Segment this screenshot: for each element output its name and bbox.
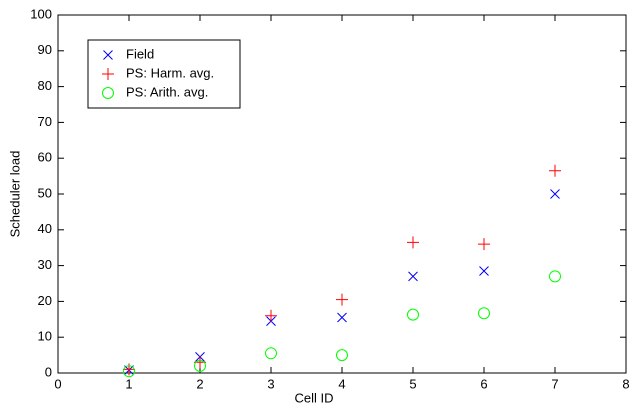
- x-tick-label: 5: [409, 376, 416, 391]
- y-tick-label: 100: [30, 6, 52, 21]
- marker: [549, 270, 561, 283]
- y-tick-label: 90: [38, 42, 52, 57]
- y-tick-label: 60: [38, 150, 52, 165]
- legend-label: Field: [126, 46, 154, 61]
- y-axis-label: Scheduler load: [7, 151, 22, 238]
- marker: [194, 359, 206, 372]
- x-tick-label: 1: [125, 376, 132, 391]
- legend-marker: [103, 50, 113, 60]
- marker: [337, 312, 347, 323]
- marker: [265, 309, 277, 322]
- y-tick-label: 40: [38, 221, 52, 236]
- marker: [336, 293, 348, 306]
- x-tick-label: 0: [54, 376, 61, 391]
- y-tick-label: 10: [38, 329, 52, 344]
- marker: [407, 308, 419, 321]
- x-tick-label: 3: [267, 376, 274, 391]
- marker: [478, 238, 490, 251]
- marker: [550, 189, 560, 199]
- marker: [478, 307, 490, 320]
- marker: [479, 266, 489, 276]
- y-tick-label: 30: [38, 257, 52, 272]
- legend-marker: [102, 68, 114, 80]
- marker: [407, 236, 419, 249]
- marker: [408, 271, 418, 282]
- x-tick-label: 6: [480, 376, 487, 391]
- legend-marker: [102, 87, 114, 99]
- x-tick-label: 8: [622, 376, 629, 391]
- y-tick-label: 70: [38, 114, 52, 129]
- marker: [265, 347, 277, 360]
- y-tick-label: 20: [38, 293, 52, 308]
- legend-label: PS: Arith. avg.: [126, 84, 208, 99]
- marker: [336, 349, 348, 362]
- marker: [549, 164, 561, 177]
- y-tick-label: 50: [38, 185, 52, 200]
- x-tick-label: 2: [196, 376, 203, 391]
- legend-label: PS: Harm. avg.: [126, 65, 214, 80]
- marker: [123, 365, 135, 378]
- x-axis-label: Cell ID: [294, 390, 333, 405]
- y-tick-label: 80: [38, 78, 52, 93]
- x-tick-label: 7: [551, 376, 558, 391]
- y-tick-label: 0: [45, 364, 52, 379]
- x-tick-label: 4: [338, 376, 345, 391]
